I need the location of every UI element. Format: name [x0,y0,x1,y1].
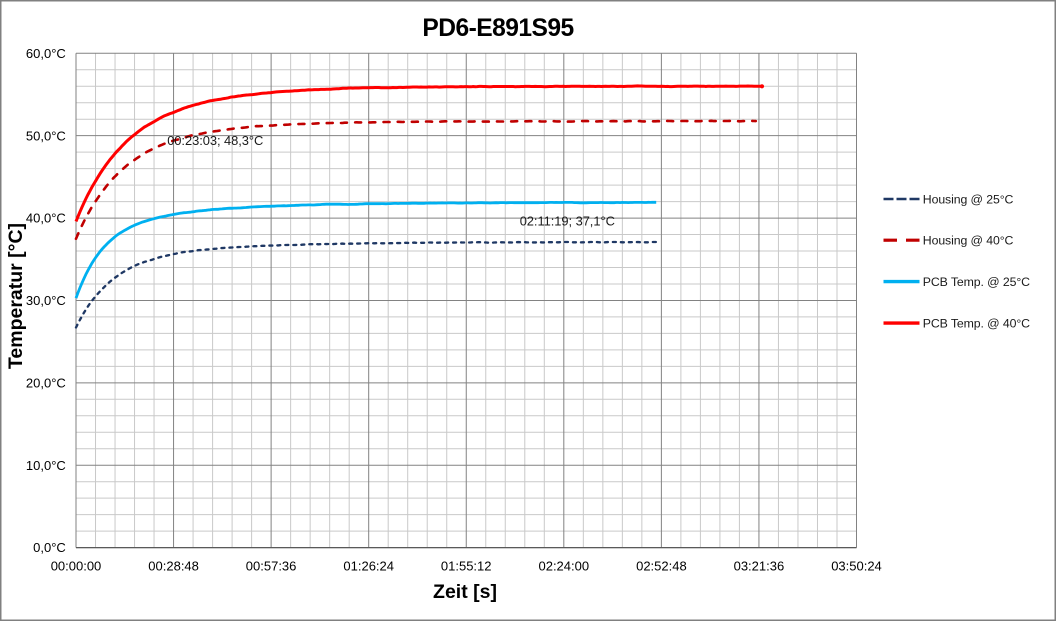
svg-text:02:52:48: 02:52:48 [636,558,687,573]
svg-text:20,0°C: 20,0°C [26,375,66,390]
svg-text:03:50:24: 03:50:24 [831,558,882,573]
svg-text:30,0°C: 30,0°C [26,293,66,308]
svg-text:02:11:19; 37,1°C: 02:11:19; 37,1°C [520,214,615,229]
svg-text:01:55:12: 01:55:12 [441,558,492,573]
svg-text:Housing @ 40°C: Housing @ 40°C [923,234,1014,248]
svg-text:0,0°C: 0,0°C [33,540,66,555]
svg-text:Housing @ 25°C: Housing @ 25°C [923,192,1014,206]
svg-text:PD6-E891S95: PD6-E891S95 [422,15,573,42]
svg-text:Zeit [s]: Zeit [s] [433,581,497,603]
svg-text:Temperatur [°C]: Temperatur [°C] [5,223,27,369]
svg-text:60,0°C: 60,0°C [26,46,66,61]
svg-text:02:24:00: 02:24:00 [538,558,589,573]
svg-text:00:23:03; 48,3°C: 00:23:03; 48,3°C [167,133,263,148]
svg-text:50,0°C: 50,0°C [26,128,66,143]
svg-text:10,0°C: 10,0°C [26,458,66,473]
svg-text:03:21:36: 03:21:36 [734,558,785,573]
svg-text:00:57:36: 00:57:36 [246,558,297,573]
svg-text:00:00:00: 00:00:00 [51,558,102,573]
svg-text:00:28:48: 00:28:48 [148,558,199,573]
svg-text:PCB Temp. @ 25°C: PCB Temp. @ 25°C [923,275,1030,289]
svg-text:01:26:24: 01:26:24 [343,558,394,573]
svg-text:PCB Temp. @ 40°C: PCB Temp. @ 40°C [923,317,1030,331]
svg-text:40,0°C: 40,0°C [26,211,66,226]
